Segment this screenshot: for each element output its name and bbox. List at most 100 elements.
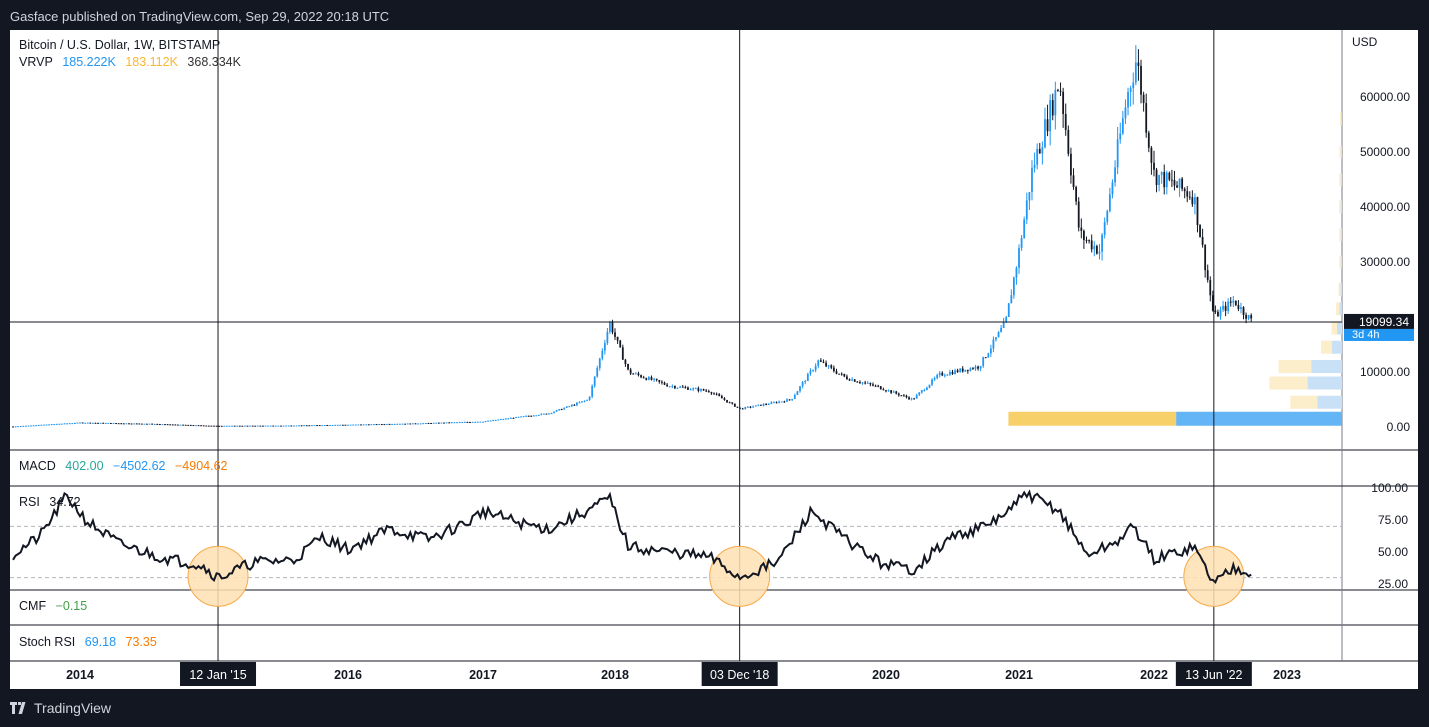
candle-body xyxy=(627,363,629,370)
candle-body xyxy=(966,369,969,371)
candle-body xyxy=(399,423,401,425)
candle-body xyxy=(66,423,69,425)
candle-body xyxy=(1098,251,1101,254)
candle-body xyxy=(783,401,786,403)
chart-canvas[interactable]: USD 60000.00 50000.00 40000.00 30000.00 10000… xyxy=(10,30,1418,689)
candle-body xyxy=(905,395,908,398)
candle-body xyxy=(864,382,867,384)
candle-body xyxy=(282,425,285,427)
candle-body xyxy=(609,322,611,332)
candle-body xyxy=(596,368,599,377)
candle-body xyxy=(197,425,200,427)
candle-body xyxy=(354,424,357,426)
candle-body xyxy=(1209,280,1212,296)
time-tick-label: 2014 xyxy=(66,668,94,682)
candle-body xyxy=(313,425,316,427)
candle-body xyxy=(182,424,184,426)
candle-body xyxy=(378,424,381,426)
candle-body xyxy=(1155,169,1158,185)
candle-body xyxy=(489,420,492,422)
candle-body xyxy=(318,425,321,427)
candle-body xyxy=(830,365,833,368)
candle-body xyxy=(1145,103,1148,133)
candle-body xyxy=(218,425,221,427)
candle-body xyxy=(1051,100,1054,116)
candle-body xyxy=(642,377,645,379)
candle-body xyxy=(720,396,723,399)
candle-body xyxy=(1116,139,1119,168)
candle-body xyxy=(362,424,365,426)
chart-frame[interactable]: USD 60000.00 50000.00 40000.00 30000.00 10000… xyxy=(10,30,1418,689)
time-tick-label: 2021 xyxy=(1005,668,1033,682)
candle-body xyxy=(754,405,757,407)
vrvp-down-bar-5 xyxy=(1337,321,1342,335)
vrvp-up-bar-12 xyxy=(1339,145,1341,159)
candle-body xyxy=(262,425,264,427)
candle-body xyxy=(1077,201,1080,228)
candle-body xyxy=(89,422,92,424)
candle-body xyxy=(311,425,313,427)
candle-body xyxy=(969,368,972,371)
candle-body xyxy=(1031,167,1033,193)
candle-body xyxy=(700,389,702,391)
candle-body xyxy=(814,365,817,371)
candle-body xyxy=(1247,315,1250,319)
candle-body xyxy=(339,424,342,426)
candle-body xyxy=(629,369,632,374)
candle-body xyxy=(959,368,962,373)
candle-body xyxy=(684,387,687,389)
candle-body xyxy=(861,382,864,384)
candle-body xyxy=(79,422,81,424)
candle-body xyxy=(285,425,288,427)
candle-body xyxy=(851,379,854,381)
candle-body xyxy=(650,377,653,380)
candle-body xyxy=(928,384,931,388)
candle-body xyxy=(22,425,25,427)
candle-body xyxy=(166,424,169,426)
vrvp-up-bar-8 xyxy=(1339,255,1341,269)
candle-body xyxy=(661,381,663,383)
candle-body xyxy=(91,422,94,424)
candle-body xyxy=(634,373,637,375)
candle-body xyxy=(497,419,500,421)
candle-body xyxy=(581,401,583,403)
candle-body xyxy=(1023,219,1026,239)
candle-body xyxy=(591,385,594,397)
macd-label: MACD xyxy=(19,459,56,473)
stoch-k-value: 69.18 xyxy=(84,635,117,649)
candle-body xyxy=(71,423,74,425)
candle-body xyxy=(926,387,928,391)
candle-body xyxy=(341,424,344,426)
highlight-date-bg-1 xyxy=(701,662,778,686)
candle-body xyxy=(117,423,120,425)
cmf-label: CMF xyxy=(19,599,47,613)
candle-body xyxy=(303,425,306,427)
candle-body xyxy=(843,373,846,377)
candle-body xyxy=(676,387,679,389)
candle-body xyxy=(53,424,56,426)
footer-brand-text: TradingView xyxy=(34,700,112,716)
candle-body xyxy=(982,357,985,367)
candle-body xyxy=(396,423,399,425)
candle-body xyxy=(380,424,383,426)
candle-body xyxy=(81,422,84,424)
candle-body xyxy=(238,425,241,427)
candle-body xyxy=(254,425,257,427)
candle-body xyxy=(1134,62,1137,83)
candle-body xyxy=(349,424,352,426)
vrvp-up-bar-3 xyxy=(1278,360,1312,373)
candle-body xyxy=(456,422,458,424)
candle-body xyxy=(603,343,606,351)
candle-body xyxy=(687,387,689,390)
candle-body xyxy=(290,425,293,427)
candle-body xyxy=(1206,270,1209,281)
candle-body xyxy=(749,406,752,408)
vrvp-down-bar-0 xyxy=(1176,411,1342,426)
candle-body xyxy=(502,419,505,421)
candle-body xyxy=(171,424,174,426)
candle-body xyxy=(1007,303,1010,317)
candle-body xyxy=(1036,148,1039,165)
candle-body xyxy=(287,425,290,427)
candle-body xyxy=(1188,196,1191,198)
candle-body xyxy=(1245,314,1247,319)
